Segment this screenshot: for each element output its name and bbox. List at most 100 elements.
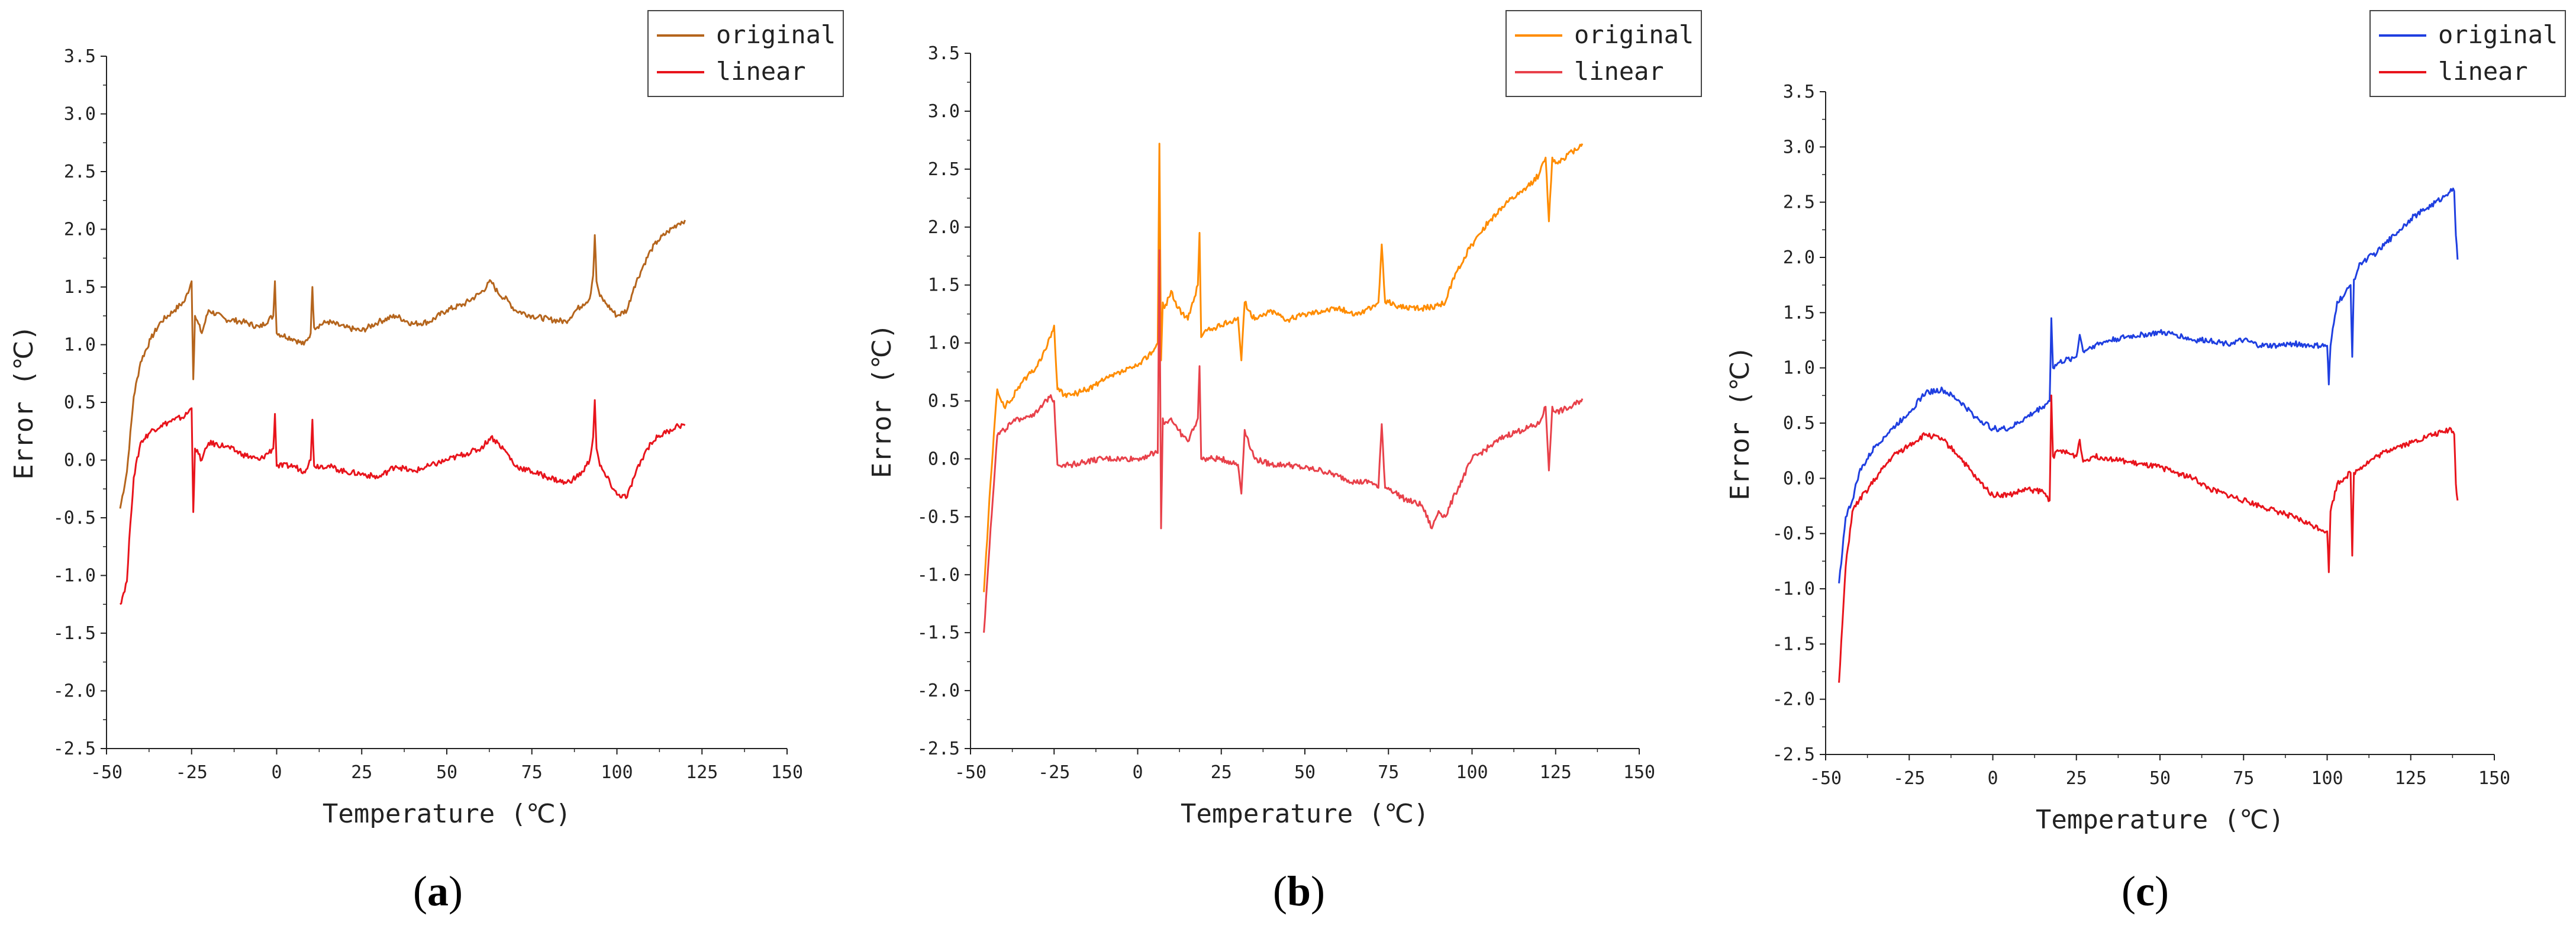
x-tick-label: 0 (1132, 762, 1143, 783)
legend-box (2369, 10, 2566, 97)
y-tick-label: -2.5 (917, 738, 960, 759)
x-tick-label: -25 (1038, 762, 1070, 783)
x-tick-label: -25 (176, 762, 208, 783)
y-tick-label: -0.5 (53, 508, 96, 528)
y-tick-label: 1.5 (1783, 302, 1815, 323)
x-tick-label: 150 (771, 762, 803, 783)
x-tick-label: 25 (351, 762, 372, 783)
y-tick-label: -0.5 (1772, 524, 1815, 544)
y-axis-title: Error (℃) (9, 325, 39, 479)
x-tick-label: 75 (521, 762, 543, 783)
y-tick-label: -2.5 (53, 738, 96, 759)
y-tick-label: 1.0 (1783, 358, 1815, 379)
y-tick-label: 0.5 (928, 391, 960, 412)
y-tick-label: 0.5 (1783, 413, 1815, 434)
y-tick-label: -1.5 (53, 623, 96, 644)
x-tick-label: 0 (1987, 768, 1998, 789)
series-line-original (983, 143, 1584, 592)
chart-panel-b: -2.5 -2.0 -1.5 -1.0 -0.5 0.0 0.5 1.0 1.5 2.0 2.5 3.… (867, 10, 1702, 915)
caption-letter: a (427, 867, 449, 915)
x-tick-label: 25 (2066, 768, 2087, 789)
panel-caption: (a) (413, 867, 463, 915)
panel-caption: (b) (1273, 867, 1325, 915)
x-tick-label: 125 (1540, 762, 1572, 783)
series-line-original (1838, 188, 2459, 583)
caption-letter: c (2136, 867, 2155, 915)
y-tick-label: 3.0 (1783, 137, 1815, 157)
y-tick-label: -2.0 (917, 681, 960, 701)
caption-close-paren: ) (1311, 867, 1325, 915)
y-tick-label: -2.0 (1772, 689, 1815, 710)
legend: original linear (1505, 10, 1702, 97)
x-tick-label: 100 (601, 762, 633, 783)
x-tick-label: 125 (686, 762, 718, 783)
legend: original linear (647, 10, 844, 97)
legend-label-linear: linear (716, 57, 806, 86)
y-tick-label: 3.5 (1783, 82, 1815, 102)
series-line-original (119, 220, 686, 509)
x-tick-label: 50 (1294, 762, 1316, 783)
x-tick-label: 100 (1456, 762, 1488, 783)
y-tick-label: -1.0 (917, 565, 960, 585)
y-tick-label: 0.5 (64, 392, 96, 413)
y-tick-label: -1.5 (917, 623, 960, 643)
x-tick-label: 150 (2478, 768, 2510, 789)
y-tick-label: -1.0 (1772, 579, 1815, 599)
x-tick-label: 75 (2233, 768, 2254, 789)
chart-panel-a: -2.5 -2.0 -1.5 -1.0 -0.5 0.0 0.5 1.0 1.5 2.0 2.5 3.… (9, 10, 844, 915)
caption-close-paren: ) (2155, 867, 2169, 915)
caption-open-paren: ( (2122, 867, 2136, 915)
y-tick-label: 2.5 (64, 162, 96, 182)
x-tick-label: 75 (1378, 762, 1399, 783)
caption-letter: b (1287, 867, 1311, 915)
x-axis-title: Temperature (℃) (323, 799, 571, 829)
y-tick-label: 2.0 (928, 217, 960, 238)
y-tick-label: 3.5 (928, 43, 960, 64)
legend-label-linear: linear (2438, 57, 2528, 86)
x-tick-label: -50 (955, 762, 986, 783)
series-line-linear (119, 399, 686, 605)
y-tick-label: 2.5 (1783, 192, 1815, 213)
y-tick-label: 3.0 (928, 101, 960, 122)
legend-box (1505, 10, 1702, 97)
caption-close-paren: ) (449, 867, 463, 915)
x-tick-label: 50 (2149, 768, 2171, 789)
x-tick-label: -50 (1810, 768, 1842, 789)
y-tick-label: -2.0 (53, 681, 96, 702)
y-tick-label: 2.5 (928, 159, 960, 180)
x-tick-label: 50 (436, 762, 457, 783)
y-tick-label: 1.0 (928, 333, 960, 354)
x-tick-label: 25 (1211, 762, 1232, 783)
panel-caption: (c) (2122, 867, 2169, 915)
y-tick-label: 0.0 (1783, 468, 1815, 489)
y-tick-label: -1.0 (53, 566, 96, 586)
x-axis-title: Temperature (℃) (2036, 805, 2284, 835)
legend-label-original: original (716, 20, 836, 49)
x-tick-label: -50 (91, 762, 122, 783)
caption-open-paren: ( (1273, 867, 1287, 915)
y-axis-title: Error (℃) (867, 324, 897, 478)
x-tick-label: 150 (1623, 762, 1655, 783)
legend-label-original: original (2438, 20, 2558, 49)
chart-panel-c: -2.5 -2.0 -1.5 -1.0 -0.5 0.0 0.5 1.0 1.5 2.0 2.5 3.… (1725, 10, 2566, 915)
series-line-linear (1838, 394, 2459, 683)
y-tick-label: 3.5 (64, 46, 96, 67)
y-tick-label: 2.0 (1783, 247, 1815, 268)
x-axis-title: Temperature (℃) (1181, 799, 1429, 829)
x-tick-label: -25 (1893, 768, 1925, 789)
legend-box (647, 10, 844, 97)
y-tick-label: -1.5 (1772, 634, 1815, 654)
y-tick-label: 1.5 (64, 277, 96, 298)
x-tick-label: 100 (2311, 768, 2343, 789)
y-tick-label: -2.5 (1772, 744, 1815, 765)
legend: original linear (2369, 10, 2566, 97)
legend-label-linear: linear (1574, 57, 1664, 86)
y-tick-label: 1.5 (928, 275, 960, 296)
y-tick-label: 2.0 (64, 220, 96, 240)
y-axis-title: Error (℃) (1725, 346, 1755, 500)
caption-open-paren: ( (413, 867, 427, 915)
legend-label-original: original (1574, 20, 1694, 49)
series-line-linear (983, 249, 1584, 633)
y-tick-label: 0.0 (64, 450, 96, 471)
